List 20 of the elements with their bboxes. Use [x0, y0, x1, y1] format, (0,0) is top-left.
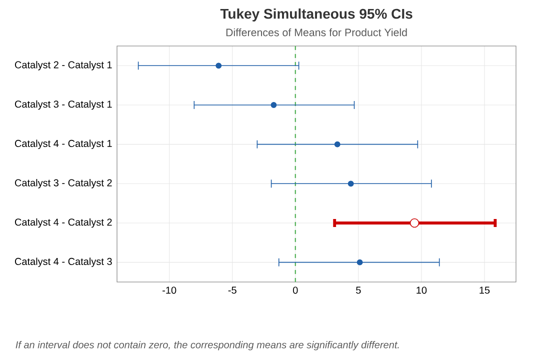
y-tick-label: Catalyst 4 - Catalyst 1	[14, 140, 112, 149]
y-tick-label: Catalyst 2 - Catalyst 1	[14, 61, 112, 70]
point	[216, 62, 222, 69]
point	[356, 259, 363, 266]
chart-title: Tukey Simultaneous 95% CIs	[220, 8, 412, 22]
y-tick-label: Catalyst 3 - Catalyst 2	[14, 179, 112, 188]
y-tick-label: Catalyst 4 - Catalyst 2	[14, 218, 112, 228]
x-tick-label: 10	[416, 286, 427, 294]
point	[348, 180, 354, 187]
text: If an interval does not contain zero, the corresponding means are significantly different.	[16, 341, 399, 350]
x-tick-label: 0	[293, 286, 298, 294]
x-tick-label: 5	[356, 286, 361, 294]
chart-subtitle: Differences of Means for Product Yield	[226, 28, 407, 36]
x-tick-label: 15	[480, 286, 490, 294]
y-tick-label: Catalyst 3 - Catalyst 1	[14, 100, 112, 110]
x-tick-label: -5	[228, 286, 236, 294]
point	[334, 141, 340, 148]
x-tick-label: -10	[162, 286, 176, 294]
point	[270, 102, 277, 108]
y-tick-label: Catalyst 4 - Catalyst 3	[14, 258, 112, 267]
